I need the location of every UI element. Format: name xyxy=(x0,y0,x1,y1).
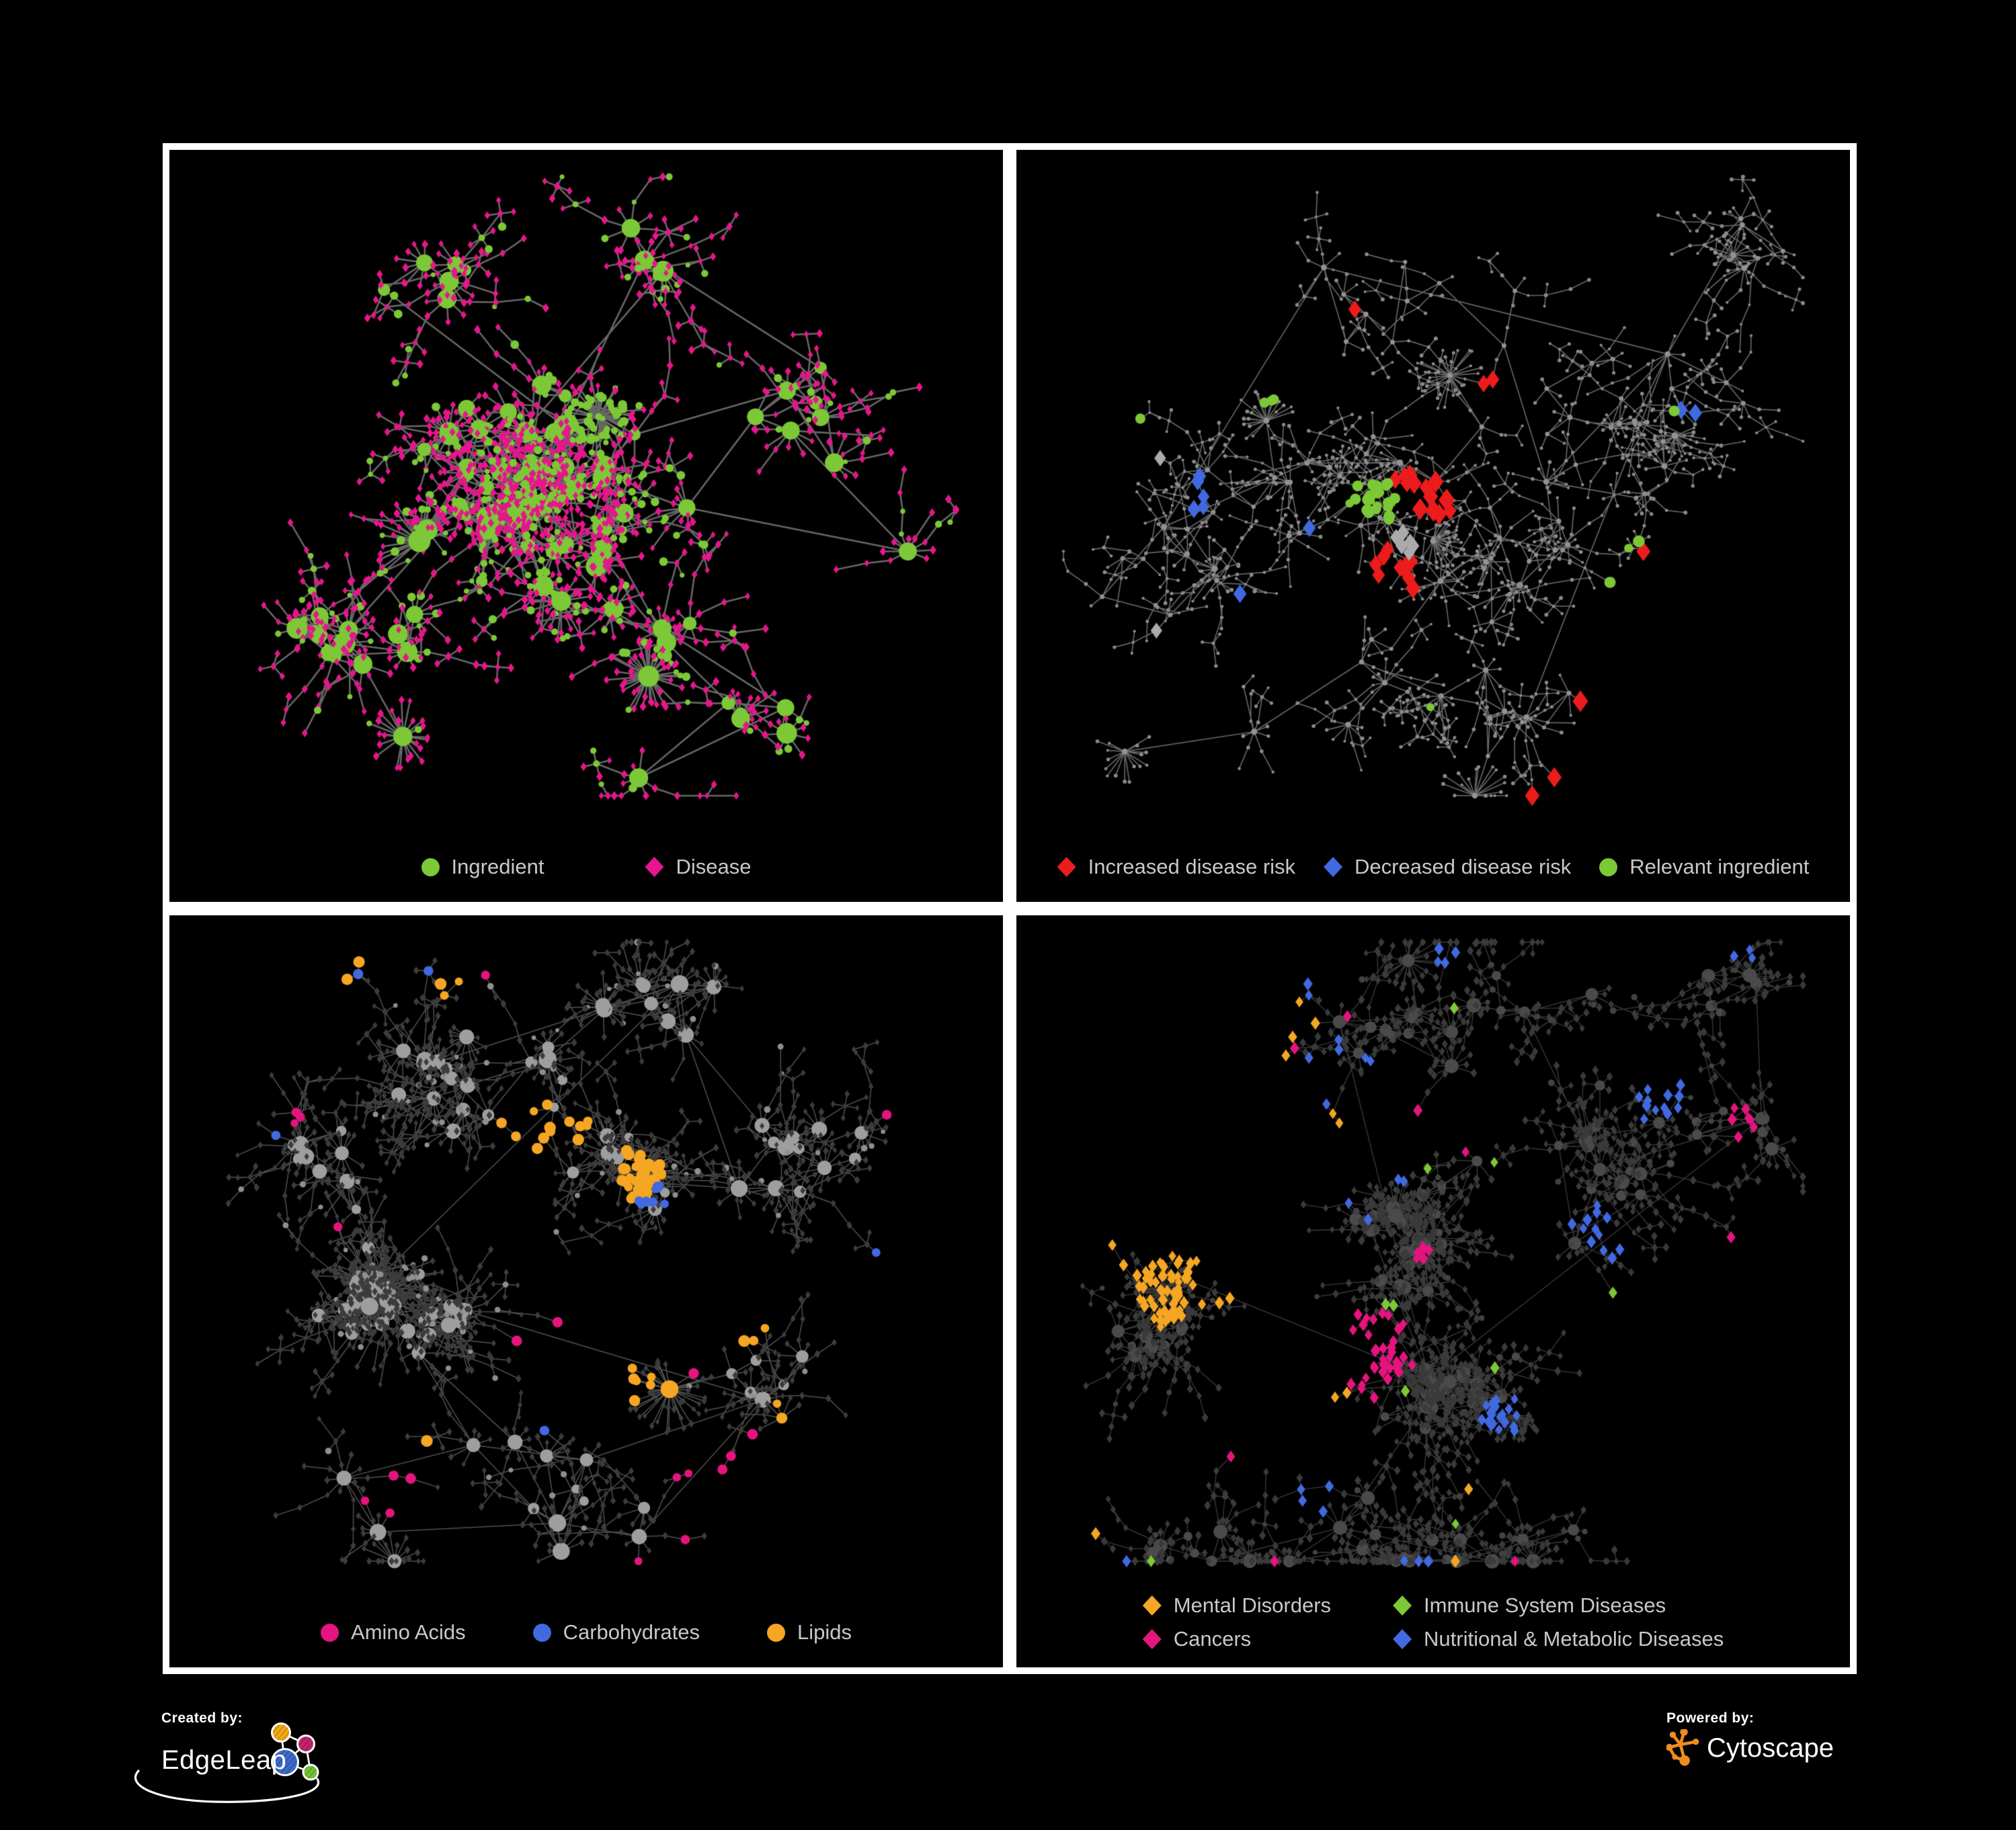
legend-label: Nutritional & Metabolic Diseases xyxy=(1424,1627,1724,1651)
legend-item-decreased-disease-risk: Decreased disease risk xyxy=(1324,855,1571,879)
network-canvas-metabolite-classes xyxy=(169,915,1003,1667)
circle-marker-icon xyxy=(321,1623,339,1642)
panel-disease-classes: Mental Disorders Immune System Diseases Ca… xyxy=(1016,915,1850,1667)
legend-label: Lipids xyxy=(797,1620,852,1644)
legend-item-cancers: Cancers xyxy=(1142,1627,1331,1651)
circle-marker-icon xyxy=(532,1623,551,1642)
legend-item-immune-system-diseases: Immune System Diseases xyxy=(1393,1593,1724,1618)
legend-metabolite-classes: Amino Acids Carbohydrates Lipids xyxy=(169,1620,1003,1645)
legend-label: Relevant ingredient xyxy=(1629,855,1810,878)
legend-item-lipids: Lipids xyxy=(766,1620,852,1645)
diamond-marker-icon xyxy=(1142,1595,1162,1616)
created-by-label: Created by: xyxy=(161,1710,243,1726)
legend-item-relevant-ingredient: Relevant ingredient xyxy=(1599,855,1809,879)
legend-label: Mental Disorders xyxy=(1173,1593,1332,1617)
diamond-marker-icon xyxy=(1142,1629,1162,1649)
quad-network-figure: Ingredient Disease Increased disease risk… xyxy=(163,143,1857,1674)
powered-by-label: Powered by: xyxy=(1666,1710,1755,1726)
legend-label: Cancers xyxy=(1173,1627,1252,1651)
cytoscape-branding: Powered by: Cytoscape xyxy=(1666,1710,1834,1767)
diamond-marker-icon xyxy=(1393,1629,1412,1649)
diamond-marker-icon xyxy=(1057,857,1076,877)
legend-item-disease: Disease xyxy=(645,855,751,879)
panel-metabolite-classes: Amino Acids Carbohydrates Lipids xyxy=(169,915,1003,1667)
diamond-marker-icon xyxy=(1324,857,1343,877)
diamond-marker-icon xyxy=(1393,1595,1412,1616)
legend-label: Carbohydrates xyxy=(563,1620,700,1644)
legend-disease-risk: Increased disease risk Decreased disease … xyxy=(1016,855,1850,879)
diamond-marker-icon xyxy=(645,857,664,877)
edgeleap-logo: EdgeLeap xyxy=(134,1722,471,1803)
panel-ingredient-disease: Ingredient Disease xyxy=(169,150,1003,902)
circle-marker-icon xyxy=(766,1623,785,1642)
legend-label: Decreased disease risk xyxy=(1355,855,1572,878)
edgeleap-network-icon xyxy=(134,1722,320,1803)
network-canvas-disease-classes xyxy=(1016,915,1850,1667)
cytoscape-network-icon xyxy=(1666,1729,1699,1766)
edgeleap-wordmark: EdgeLeap xyxy=(161,1745,287,1775)
panel-disease-risk: Increased disease risk Decreased disease … xyxy=(1016,150,1850,902)
legend-item-amino-acids: Amino Acids xyxy=(321,1620,466,1645)
edgeleap-branding: Created by: xyxy=(134,1710,471,1811)
legend-label: Immune System Diseases xyxy=(1424,1593,1666,1617)
cytoscape-logo: Cytoscape xyxy=(1666,1729,1834,1767)
cytoscape-wordmark: Cytoscape xyxy=(1707,1733,1834,1763)
legend-item-mental-disorders: Mental Disorders xyxy=(1142,1593,1332,1618)
circle-marker-icon xyxy=(421,858,440,876)
legend-item-carbohydrates: Carbohydrates xyxy=(532,1620,700,1645)
legend-label: Increased disease risk xyxy=(1088,855,1296,878)
legend-ingredient-disease: Ingredient Disease xyxy=(169,855,1003,879)
network-canvas-ingredient-disease xyxy=(169,150,1003,902)
legend-item-ingredient: Ingredient xyxy=(421,855,545,879)
legend-label: Amino Acids xyxy=(351,1620,466,1644)
network-canvas-disease-risk xyxy=(1016,150,1850,902)
circle-marker-icon xyxy=(1599,858,1618,876)
legend-disease-classes: Mental Disorders Immune System Diseases Ca… xyxy=(1016,1593,1850,1651)
legend-item-increased-disease-risk: Increased disease risk xyxy=(1057,855,1295,879)
legend-label: Ingredient xyxy=(451,855,545,878)
legend-item-nutritional-metabolic-diseases: Nutritional & Metabolic Diseases xyxy=(1393,1627,1724,1651)
legend-label: Disease xyxy=(676,855,752,878)
